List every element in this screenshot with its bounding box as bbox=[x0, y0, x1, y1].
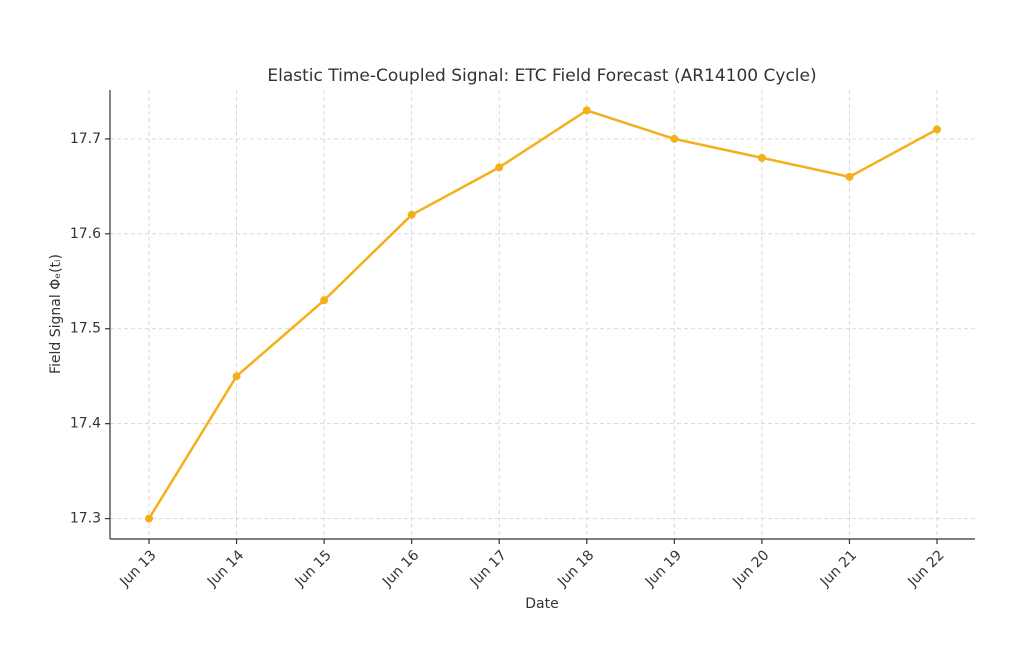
x-tick-label: Jun 17 bbox=[467, 547, 510, 590]
x-tick-label: Jun 14 bbox=[204, 547, 247, 590]
chart-title: Elastic Time-Coupled Signal: ETC Field F… bbox=[267, 66, 816, 86]
x-tick-label: Jun 18 bbox=[554, 547, 597, 590]
data-line bbox=[147, 109, 938, 520]
data-point bbox=[757, 153, 766, 162]
y-tick-label: 17.5 bbox=[70, 321, 101, 337]
y-tick-label: 17.4 bbox=[70, 416, 101, 432]
data-point bbox=[495, 163, 504, 172]
data-point bbox=[582, 106, 591, 115]
x-axis-label: Date bbox=[525, 596, 558, 612]
data-point bbox=[320, 296, 329, 305]
data-point bbox=[933, 125, 941, 134]
y-tick-label: 17.3 bbox=[70, 511, 101, 527]
data-point bbox=[845, 172, 854, 181]
x-tick-label: Jun 22 bbox=[904, 547, 947, 590]
x-tick-label: Jun 13 bbox=[116, 547, 159, 590]
x-tick-label: Jun 20 bbox=[729, 547, 772, 590]
x-tick-label: Jun 15 bbox=[292, 547, 335, 590]
x-tick-label: Jun 19 bbox=[642, 547, 685, 590]
y-axis-label: Field Signal Φₑ(tᵢ) bbox=[48, 254, 64, 374]
data-point bbox=[232, 372, 241, 381]
y-tick-label: 17.7 bbox=[70, 131, 101, 147]
x-tick-label: Jun 16 bbox=[379, 547, 422, 590]
y-tick-label: 17.6 bbox=[70, 226, 101, 242]
x-tick-label: Jun 21 bbox=[817, 547, 860, 590]
data-point bbox=[407, 210, 416, 219]
data-point bbox=[670, 134, 679, 143]
data-point bbox=[145, 514, 153, 523]
